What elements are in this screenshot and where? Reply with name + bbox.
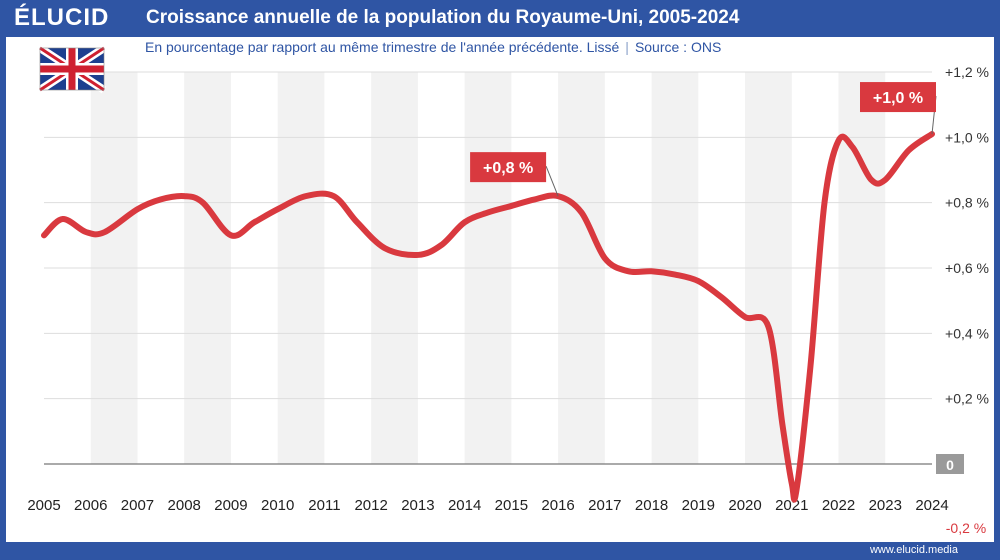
header: ÉLUCID Croissance annuelle de la populat… — [0, 0, 1000, 37]
x-tick-label: 2006 — [74, 497, 107, 514]
x-axis: 2005 2006 2007 2008 2009 2010 2011 2012 2013 2014… — [27, 497, 948, 514]
x-tick-label: 2012 — [354, 497, 387, 514]
y-tick-label: +0,6 % — [945, 260, 989, 276]
annotations: +0,8 % +1,0 % — [470, 82, 937, 197]
x-tick-label: 2020 — [728, 497, 761, 514]
series-line — [41, 131, 935, 503]
x-tick-label: 2022 — [822, 497, 855, 514]
x-tick-label: 2016 — [541, 497, 574, 514]
y-tick-label: +1,0 % — [945, 129, 989, 145]
y-axis: +1,2 % +1,0 % +0,8 % +0,6 % +0,4 % +0,2 % 0 -0,… — [936, 64, 994, 539]
x-tick-label: 2024 — [915, 497, 948, 514]
x-tick-label: 2011 — [308, 497, 340, 514]
x-tick-label: 2018 — [635, 497, 668, 514]
chart-panel: En pourcentage par rapport au même trime… — [6, 37, 994, 542]
x-tick-label: 2007 — [121, 497, 154, 514]
annotation-leader — [545, 165, 559, 197]
chart-title: Croissance annuelle de la population du … — [146, 7, 740, 28]
y-tick-label: 0 — [946, 457, 954, 473]
negative-tick-box — [942, 517, 994, 539]
x-tick-label: 2005 — [27, 497, 60, 514]
x-tick-label: 2017 — [588, 497, 621, 514]
x-tick-label: 2009 — [214, 497, 247, 514]
annotation-label: +1,0 % — [873, 90, 923, 107]
line-chart: En pourcentage par rapport au même trime… — [27, 39, 994, 539]
united-kingdom-flag-icon — [37, 44, 107, 94]
x-tick-label: 2008 — [168, 497, 201, 514]
y-tick-label: +0,8 % — [945, 195, 989, 211]
annotation-box — [860, 82, 936, 113]
x-tick-label: 2023 — [869, 497, 902, 514]
x-tick-label: 2010 — [261, 497, 294, 514]
annotation-box — [470, 152, 547, 183]
footer-url[interactable]: www.elucid.media — [869, 544, 958, 556]
x-tick-label: 2015 — [495, 497, 528, 514]
x-tick-label: 2013 — [401, 497, 434, 514]
y-tick-label: +0,2 % — [945, 391, 989, 407]
chart-subtitle: En pourcentage par rapport au même trime… — [145, 39, 721, 55]
x-tick-label: 2019 — [682, 497, 715, 514]
zero-badge — [936, 454, 964, 474]
gridlines — [44, 71, 932, 465]
y-tick-label: +1,2 % — [945, 64, 989, 80]
brand-logo[interactable]: ÉLUCID — [14, 4, 110, 31]
x-tick-label: 2021 — [775, 497, 808, 514]
annotation-label: +0,8 % — [483, 160, 533, 177]
y-tick-label: +0,4 % — [945, 325, 989, 341]
x-tick-label: 2014 — [448, 497, 481, 514]
y-tick-label: -0,2 % — [946, 520, 986, 536]
